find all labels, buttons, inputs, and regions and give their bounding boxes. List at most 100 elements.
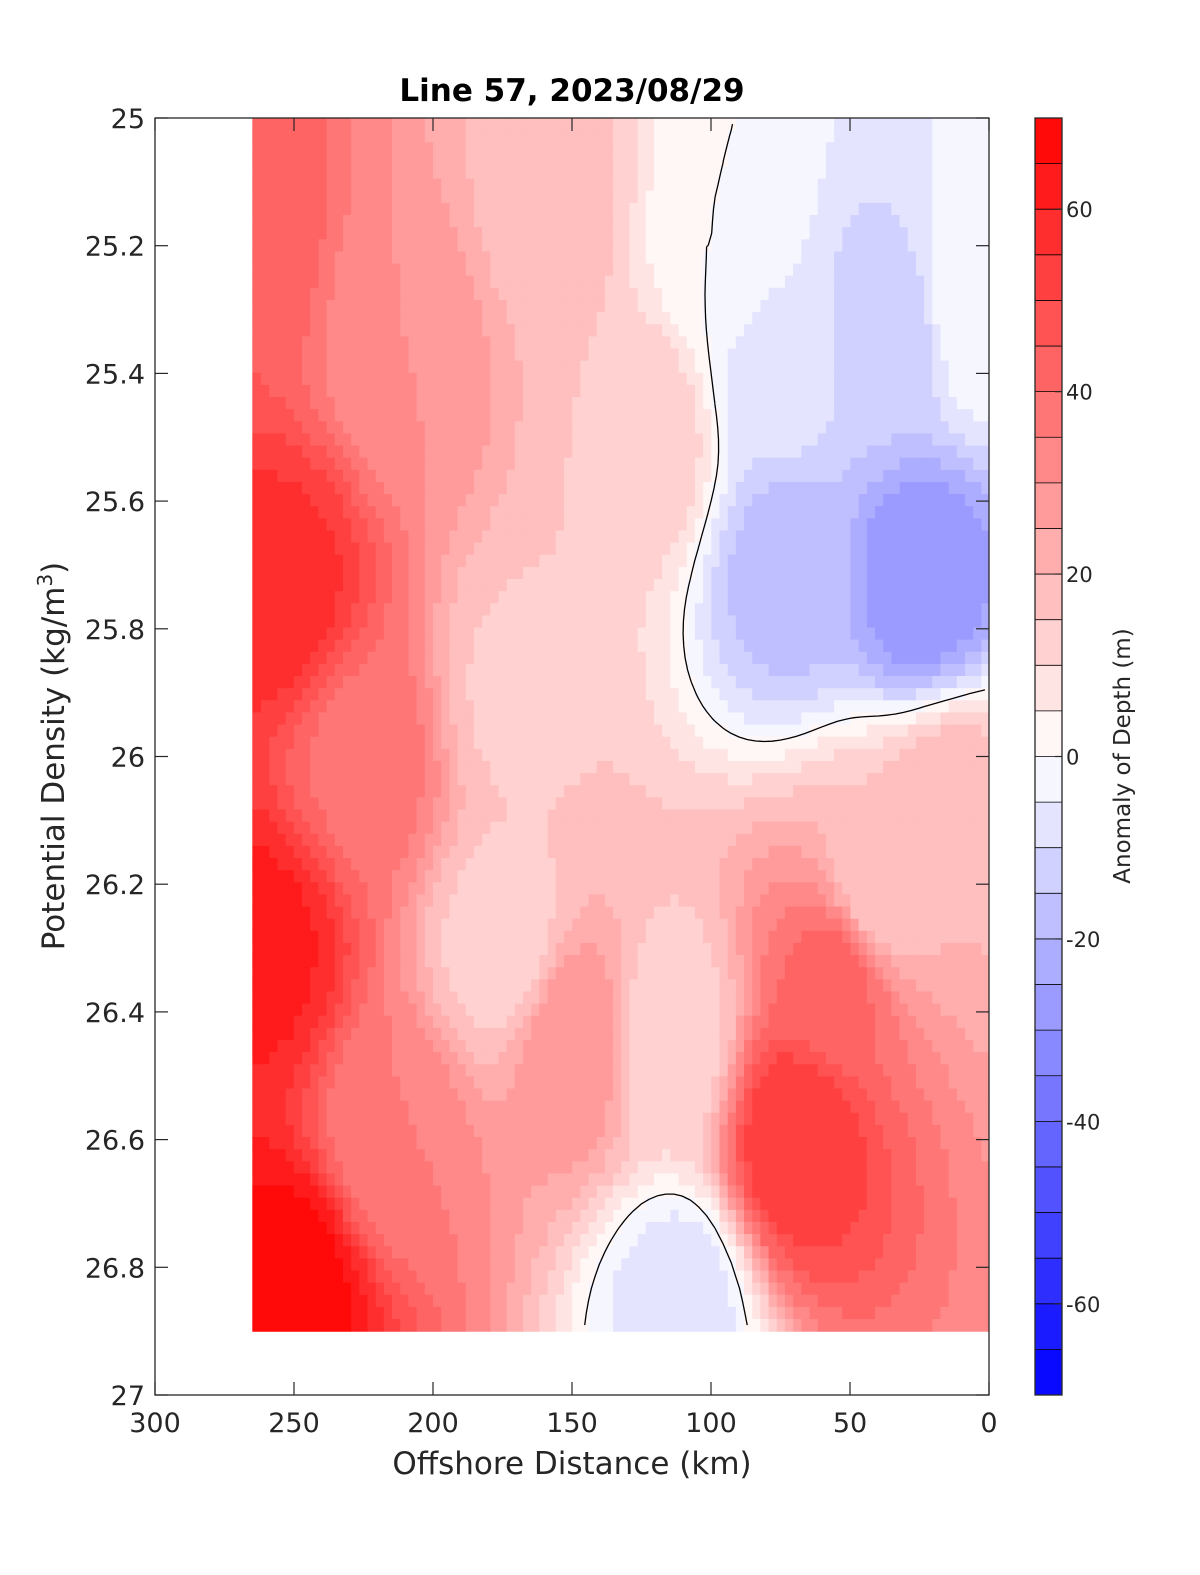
field-cell (260, 760, 270, 774)
field-cell (882, 118, 892, 131)
field-cell (448, 457, 458, 471)
field-cell (784, 227, 794, 240)
field-cell (358, 312, 368, 325)
field-cell (727, 688, 736, 701)
field-cell (456, 615, 466, 629)
field-cell (702, 566, 712, 580)
field-cell (563, 166, 573, 180)
field-cell (792, 190, 802, 204)
field-cell (898, 785, 908, 798)
field-cell (980, 166, 989, 180)
field-cell (579, 639, 589, 653)
field-cell (882, 530, 892, 544)
field-cell (907, 518, 916, 532)
field-cell (391, 275, 401, 289)
field-cell (849, 506, 859, 519)
field-cell (391, 542, 401, 556)
field-cell (301, 603, 311, 616)
field-cell (858, 469, 867, 483)
field-cell (530, 530, 540, 544)
field-cell (923, 251, 933, 265)
field-cell (325, 154, 335, 168)
field-cell (939, 360, 949, 374)
field-cell (424, 251, 433, 265)
field-cell (497, 591, 507, 604)
field-cell (808, 360, 818, 374)
field-cell (882, 518, 892, 532)
field-cell (465, 518, 474, 532)
field-cell (604, 773, 614, 786)
field-cell (825, 360, 835, 374)
field-cell (530, 639, 540, 653)
field-cell (915, 785, 925, 798)
field-cell (285, 566, 294, 580)
field-cell (399, 457, 409, 471)
field-cell (456, 457, 466, 471)
field-cell (260, 676, 270, 689)
field-cell (628, 154, 638, 168)
field-cell (882, 384, 892, 398)
field-cell (980, 384, 989, 398)
field-cell (858, 542, 867, 556)
field-cell (342, 773, 352, 786)
field-cell (416, 397, 425, 410)
field-cell (358, 457, 368, 471)
field-cell (456, 530, 466, 544)
field-cell (268, 312, 278, 325)
field-cell (506, 554, 515, 568)
field-cell (784, 421, 794, 435)
field-cell (366, 287, 376, 301)
field-cell (522, 773, 532, 786)
field-cell (399, 639, 409, 653)
field-cell (481, 579, 491, 592)
field-cell (473, 178, 483, 192)
field-cell (964, 748, 974, 762)
field-cell (980, 178, 989, 192)
field-cell (301, 275, 311, 289)
field-cell (285, 190, 294, 204)
field-cell (792, 785, 802, 798)
field-cell (325, 118, 335, 131)
field-cell (424, 166, 433, 180)
field-cell (972, 227, 982, 240)
field-cell (522, 481, 532, 495)
field-cell (907, 748, 916, 762)
field-cell (964, 469, 974, 483)
field-cell (563, 469, 573, 483)
field-cell (612, 299, 622, 313)
field-cell (669, 688, 679, 701)
field-cell (972, 773, 982, 786)
field-cell (604, 360, 614, 374)
field-cell (481, 518, 491, 532)
field-cell (661, 736, 671, 750)
field-cell (948, 324, 957, 337)
field-cell (792, 651, 802, 665)
field-cell (587, 397, 597, 410)
field-cell (939, 130, 949, 143)
field-cell (399, 700, 409, 714)
field-cell (931, 360, 941, 374)
field-cell (759, 566, 769, 580)
field-cell (456, 227, 466, 240)
field-cell (587, 457, 597, 471)
field-cell (546, 760, 556, 774)
field-cell (285, 202, 294, 216)
field-cell (252, 312, 262, 325)
field-cell (546, 118, 556, 131)
field-cell (440, 142, 450, 155)
field-cell (653, 154, 663, 168)
field-cell (285, 166, 294, 180)
field-cell (939, 397, 949, 410)
field-cell (546, 445, 556, 459)
field-cell (980, 736, 989, 750)
field-cell (514, 397, 524, 410)
field-cell (743, 639, 753, 653)
field-cell (948, 336, 957, 350)
field-cell (866, 166, 876, 180)
field-cell (735, 130, 745, 143)
field-cell (727, 275, 736, 289)
field-cell (743, 627, 753, 641)
field-cell (506, 736, 515, 750)
field-cell (342, 676, 352, 689)
field-cell (473, 324, 483, 337)
